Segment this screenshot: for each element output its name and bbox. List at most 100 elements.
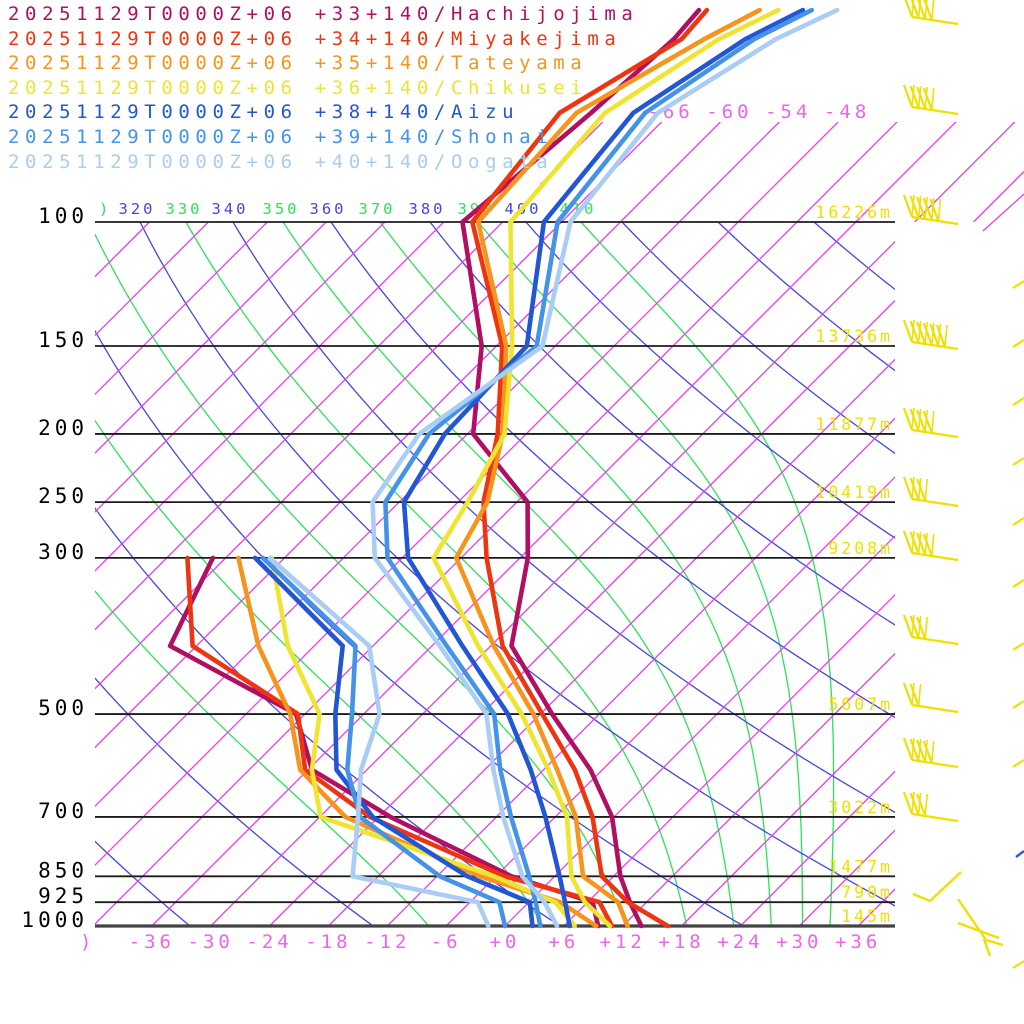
upper-isotherm-label: -48 xyxy=(824,101,870,123)
isotherm-extension xyxy=(678,122,780,222)
wind-barb xyxy=(904,0,959,26)
legend: 20251129T0000Z+06 +33+140/Hachijojima 202… xyxy=(8,2,638,174)
temperature-curve-aizu xyxy=(401,7,806,929)
dry-adiabat xyxy=(0,222,25,944)
wind-barb xyxy=(902,682,959,714)
dry-adiabat xyxy=(232,222,895,814)
temp-label: -36 xyxy=(129,931,175,953)
legend-entry-miyakejima: 20251129T0000Z+06 +34+140/Miyakejima xyxy=(8,27,622,50)
edge-wind-stub xyxy=(1012,517,1024,526)
wind-barb xyxy=(902,476,959,508)
dewpoint-curve-oogata xyxy=(267,555,491,929)
pressure-label-100: 100 xyxy=(38,204,88,228)
legend-entry-chikusei: 20251129T0000Z+06 +36+140/Chikusei xyxy=(8,76,588,99)
dewpoint-curve-shonai xyxy=(260,555,508,929)
height-label-100: 16226m xyxy=(815,203,893,222)
edge-wind-stub xyxy=(1012,339,1024,348)
sounding-curves xyxy=(167,7,840,929)
isotherm-extension xyxy=(619,122,721,222)
wind-barb xyxy=(902,407,959,439)
height-label-700: 3022m xyxy=(828,798,893,817)
isotherm xyxy=(563,593,895,926)
height-label-1000: 145m xyxy=(841,907,893,926)
isotherm-extension xyxy=(796,122,898,222)
edge-wind-stub xyxy=(1012,642,1024,651)
edge-wind-stub xyxy=(1012,700,1024,709)
isotherm xyxy=(95,222,504,631)
low-level-barb-1 xyxy=(912,871,962,903)
temp-label: +18 xyxy=(658,931,704,953)
low-level-barb-2 xyxy=(957,898,987,941)
isotherm xyxy=(95,222,680,808)
clipped-theta-label: ) xyxy=(99,200,111,218)
temp-label: -24 xyxy=(246,931,292,953)
dry-adiabat xyxy=(525,222,895,539)
moist-adiabat xyxy=(580,222,835,926)
temp-label: +36 xyxy=(835,931,881,953)
temperature-curve-tateyama xyxy=(453,7,763,929)
isotherm xyxy=(269,299,895,926)
wind-barb xyxy=(902,614,959,646)
temp-label: -30 xyxy=(188,931,234,953)
edge-wind-stub xyxy=(1012,457,1024,466)
edge-wind-stub xyxy=(1012,280,1024,289)
pressure-label-200: 200 xyxy=(38,416,88,440)
theta-label-360: 360 xyxy=(310,200,347,218)
isotherm xyxy=(739,770,895,926)
theta-label-380: 380 xyxy=(409,200,446,218)
isotherm xyxy=(95,222,798,925)
theta-label-350: 350 xyxy=(263,200,300,218)
isotherm xyxy=(681,711,895,926)
clipped-temp-label: ) xyxy=(80,931,95,953)
low-level-barb-2-feather xyxy=(957,921,1000,940)
moist-adiabat xyxy=(282,222,735,926)
dry-adiabat xyxy=(95,677,375,926)
height-label-200: 11877m xyxy=(815,415,893,434)
edge-wind-stub xyxy=(1012,397,1024,406)
isotherm xyxy=(95,222,562,690)
isotherm xyxy=(95,222,386,513)
dry-adiabat xyxy=(95,507,562,926)
theta-label-330: 330 xyxy=(166,200,203,218)
height-label-150: 13736m xyxy=(815,327,893,346)
pressure-label-850: 850 xyxy=(38,858,88,882)
isotherm xyxy=(151,222,857,926)
legend-entry-hachijojima: 20251129T0000Z+06 +33+140/Hachijojima xyxy=(8,3,639,25)
pressure-gridlines xyxy=(95,221,895,928)
upper-isotherm-label: -60 xyxy=(706,101,752,123)
temperature-curve-oogata xyxy=(370,7,840,929)
theta-label-320: 320 xyxy=(119,200,156,218)
theta-label-340: 340 xyxy=(212,200,249,218)
isotherm xyxy=(327,358,895,926)
moist-adiabat xyxy=(95,590,430,926)
upper-isotherm-label: -54 xyxy=(765,101,811,123)
wind-barb xyxy=(902,194,959,226)
temp-label: +24 xyxy=(717,931,763,953)
isotherm xyxy=(622,652,895,926)
height-label-250: 10419m xyxy=(815,483,893,502)
wind-barb xyxy=(902,737,959,769)
pressure-label-925: 925 xyxy=(38,884,88,908)
temp-label: -12 xyxy=(364,931,410,953)
theta-label-370: 370 xyxy=(359,200,396,218)
edge-wind-stub xyxy=(1012,960,1024,969)
edge-blue-stub xyxy=(1015,850,1024,858)
temperature-curve-chikusei xyxy=(431,7,781,929)
isotherm-extension xyxy=(855,122,957,222)
legend-entry-tateyama: 20251129T0000Z+06 +35+140/Tateyama xyxy=(8,52,588,75)
dry-adiabat xyxy=(621,222,895,455)
pressure-label-250: 250 xyxy=(38,484,88,508)
isotherm-extension xyxy=(973,170,1024,222)
isotherm xyxy=(95,222,268,396)
height-label-500: 5607m xyxy=(828,695,893,714)
dry-adiabat xyxy=(95,840,192,926)
low-level-barb-2-half xyxy=(982,938,992,957)
pressure-label-500: 500 xyxy=(38,696,88,720)
low-level-barb-2-tip xyxy=(985,938,1004,947)
temp-label: -18 xyxy=(305,931,351,953)
temperature-curve-shonai xyxy=(383,7,815,929)
pressure-label-700: 700 xyxy=(38,799,88,823)
edge-wind-stub xyxy=(1012,759,1024,768)
